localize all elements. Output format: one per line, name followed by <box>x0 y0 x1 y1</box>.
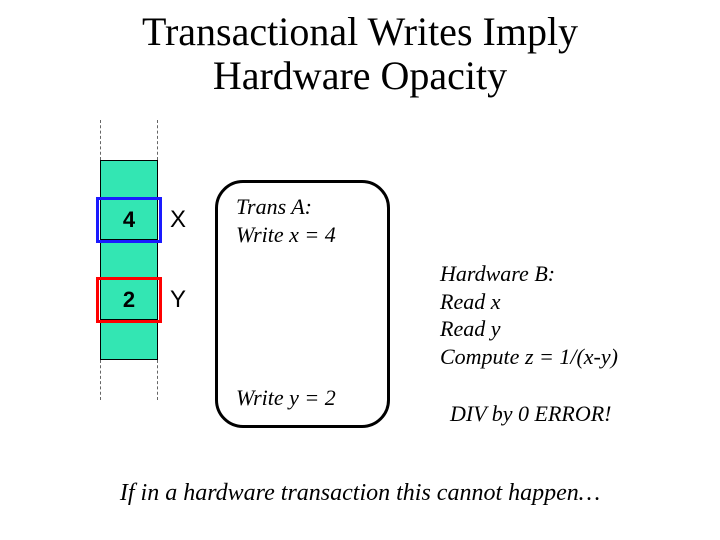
memory-dashed-cell-top <box>100 120 158 160</box>
hardware-b-line3: Compute z = 1/(x-y) <box>440 343 710 371</box>
trans-a-header: Trans A: <box>236 193 369 221</box>
memory-column: 4 2 <box>100 120 158 400</box>
memory-row-blank <box>100 320 158 360</box>
hardware-b-header: Hardware B: <box>440 260 710 288</box>
memory-row-x: 4 <box>100 200 158 240</box>
memory-row-y: 2 <box>100 280 158 320</box>
title-line-2: Hardware Opacity <box>213 53 507 98</box>
hardware-b-line2: Read y <box>440 315 710 343</box>
hardware-b-line1: Read x <box>440 288 710 316</box>
var-label-y: Y <box>170 286 186 314</box>
memory-y-value: 2 <box>123 287 135 313</box>
memory-dashed-cell-bottom <box>100 360 158 400</box>
error-text: DIV by 0 ERROR! <box>450 400 612 428</box>
var-label-x: X <box>170 206 186 234</box>
title-line-1: Transactional Writes Imply <box>142 9 578 54</box>
footer-text: If in a hardware transaction this cannot… <box>0 480 720 507</box>
memory-row-blank <box>100 240 158 280</box>
memory-row-blank <box>100 160 158 200</box>
trans-a-line2: Write y = 2 <box>236 385 336 410</box>
trans-a-line1: Write x = 4 <box>236 221 369 249</box>
memory-x-value: 4 <box>123 207 135 233</box>
slide-title: Transactional Writes Imply Hardware Opac… <box>0 10 720 98</box>
hardware-b-block: Hardware B: Read x Read y Compute z = 1/… <box>440 260 710 370</box>
trans-a-bubble: Trans A: Write x = 4 Write y = 2 <box>215 180 390 428</box>
